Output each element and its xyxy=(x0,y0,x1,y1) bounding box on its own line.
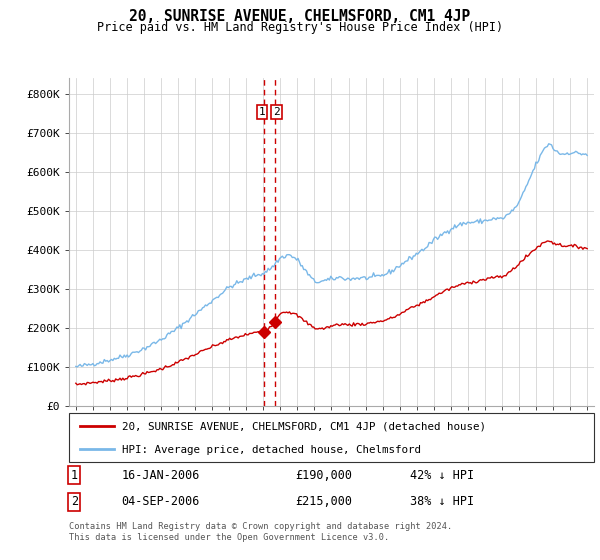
Text: 1: 1 xyxy=(259,106,265,116)
Text: 1: 1 xyxy=(71,469,78,482)
Text: £190,000: £190,000 xyxy=(295,469,352,482)
Text: 04-SEP-2006: 04-SEP-2006 xyxy=(121,496,200,508)
FancyBboxPatch shape xyxy=(69,413,594,462)
Text: Contains HM Land Registry data © Crown copyright and database right 2024.
This d: Contains HM Land Registry data © Crown c… xyxy=(69,522,452,542)
Text: 20, SUNRISE AVENUE, CHELMSFORD, CM1 4JP: 20, SUNRISE AVENUE, CHELMSFORD, CM1 4JP xyxy=(130,9,470,24)
Text: 16-JAN-2006: 16-JAN-2006 xyxy=(121,469,200,482)
Text: 20, SUNRISE AVENUE, CHELMSFORD, CM1 4JP (detached house): 20, SUNRISE AVENUE, CHELMSFORD, CM1 4JP … xyxy=(121,422,485,432)
Text: Price paid vs. HM Land Registry's House Price Index (HPI): Price paid vs. HM Land Registry's House … xyxy=(97,21,503,34)
Text: 2: 2 xyxy=(274,106,280,116)
Text: £215,000: £215,000 xyxy=(295,496,352,508)
Text: 42% ↓ HPI: 42% ↓ HPI xyxy=(410,469,475,482)
Text: HPI: Average price, detached house, Chelmsford: HPI: Average price, detached house, Chel… xyxy=(121,445,421,455)
Text: 38% ↓ HPI: 38% ↓ HPI xyxy=(410,496,475,508)
Text: 2: 2 xyxy=(71,496,78,508)
